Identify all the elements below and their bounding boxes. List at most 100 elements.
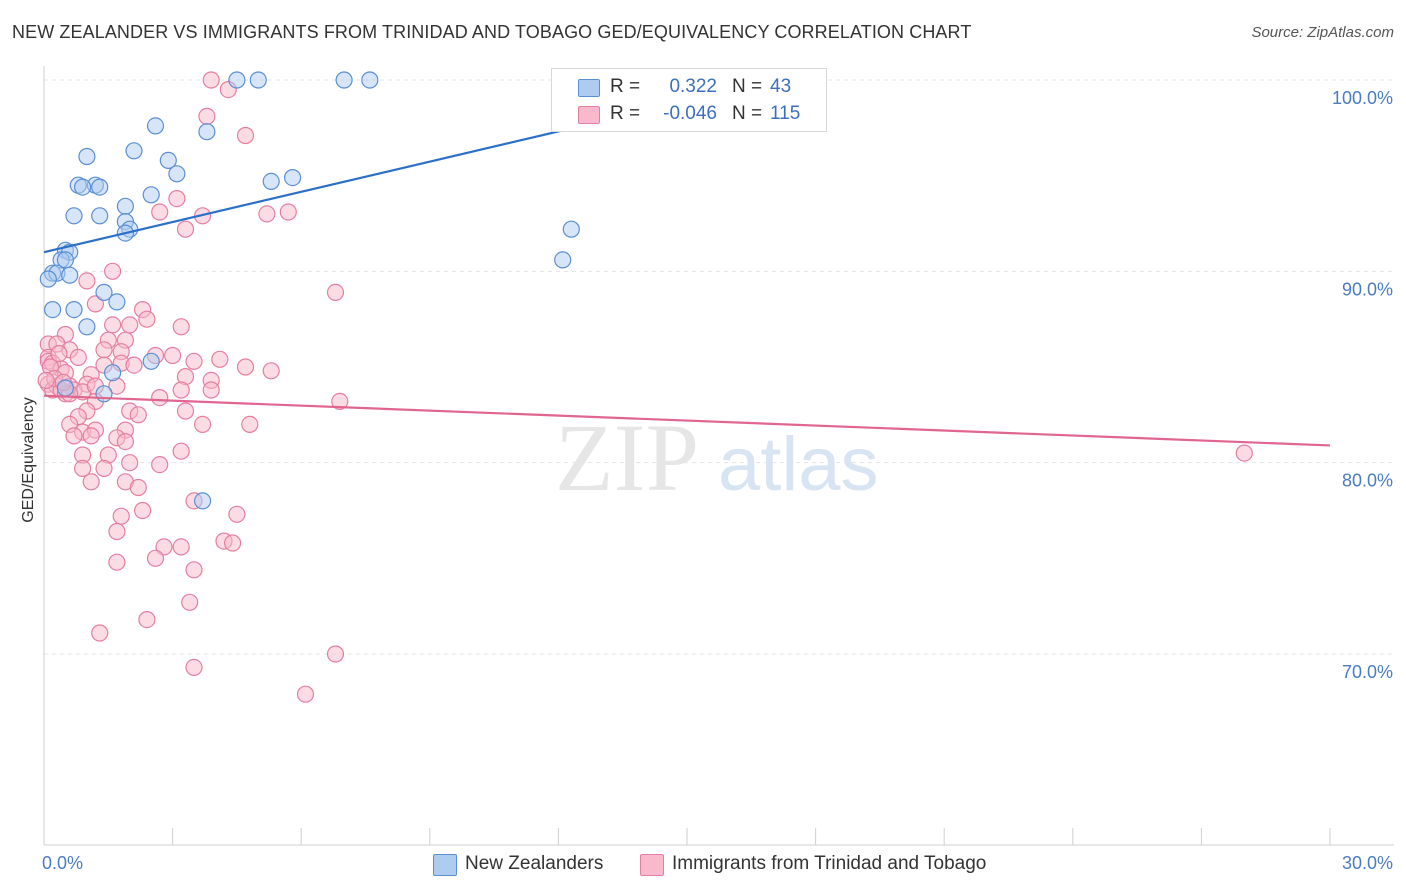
point-trinidad (69, 348, 87, 366)
point-new-zealanders (91, 178, 109, 196)
point-new-zealanders (284, 169, 302, 187)
point-trinidad (185, 658, 203, 677)
point-trinidad (331, 392, 349, 410)
point-trinidad (151, 389, 169, 407)
point-trinidad (129, 478, 147, 497)
legend-row-trinidad: R = -0.046 N = 115 (552, 100, 826, 128)
legend-label: Immigrants from Trinidad and Tobago (672, 853, 987, 874)
point-new-zealanders (43, 301, 62, 319)
point-trinidad (279, 203, 297, 221)
point-trinidad (125, 356, 143, 374)
point-trinidad (78, 272, 96, 290)
point-trinidad (172, 538, 190, 556)
point-new-zealanders (159, 151, 177, 169)
point-trinidad (185, 352, 203, 370)
point-trinidad (211, 350, 229, 368)
y-axis-title: GED/Equivalency (20, 397, 37, 522)
point-trinidad (258, 205, 276, 223)
legend-r-value: -0.046 (663, 103, 717, 124)
legend-r-label: R = (610, 103, 641, 124)
point-trinidad (326, 283, 345, 301)
point-trinidad (116, 433, 135, 451)
x-tick-label: 0.0% (42, 853, 83, 873)
point-trinidad (82, 427, 100, 445)
y-tick-label: 80.0% (1342, 471, 1393, 491)
point-trinidad (155, 538, 173, 556)
point-trinidad (176, 220, 195, 238)
point-new-zealanders (249, 71, 267, 89)
point-trinidad (185, 561, 203, 579)
point-trinidad (129, 406, 147, 424)
watermark-atlas: atlas (718, 422, 879, 507)
point-trinidad (236, 126, 255, 145)
point-new-zealanders (142, 352, 160, 370)
data-points (37, 71, 1253, 703)
tick-labels: 70.0% 80.0% 90.0% 100.0% 0.0% 30.0% (42, 88, 1393, 873)
point-new-zealanders (103, 364, 122, 382)
point-trinidad (134, 501, 152, 520)
point-trinidad (95, 341, 113, 359)
legend-r-label: R = (610, 76, 641, 97)
point-trinidad (112, 507, 130, 525)
legend-swatch-pink (578, 106, 600, 124)
legend-n-value: 43 (770, 76, 792, 97)
point-trinidad (86, 295, 105, 313)
chart-title: NEW ZEALANDER VS IMMIGRANTS FROM TRINIDA… (12, 22, 972, 42)
point-new-zealanders (95, 283, 113, 301)
point-new-zealanders (108, 293, 126, 311)
point-trinidad (91, 624, 109, 642)
point-trinidad (151, 203, 169, 221)
point-new-zealanders (194, 492, 212, 510)
point-trinidad (241, 415, 259, 433)
point-new-zealanders (198, 123, 216, 141)
point-trinidad (176, 402, 195, 420)
y-tick-label: 100.0% (1332, 88, 1393, 108)
y-tick-label: 90.0% (1342, 279, 1393, 299)
point-new-zealanders (228, 71, 246, 89)
point-trinidad (181, 593, 199, 611)
point-trinidad (65, 427, 83, 445)
point-trinidad (121, 316, 139, 334)
point-trinidad (224, 534, 242, 552)
point-trinidad (202, 71, 220, 89)
point-new-zealanders (65, 301, 83, 319)
point-trinidad (146, 549, 165, 567)
point-trinidad (172, 381, 190, 399)
point-new-zealanders (554, 251, 572, 269)
legend-n-label: N = (732, 103, 763, 124)
point-trinidad (296, 685, 315, 703)
point-new-zealanders (562, 220, 580, 238)
point-trinidad (172, 318, 190, 336)
point-trinidad (121, 454, 139, 472)
legend-n-label: N = (732, 76, 763, 97)
point-new-zealanders (361, 71, 379, 89)
legend-swatch-blue (433, 854, 457, 876)
watermark-zip: ZIP (555, 404, 699, 511)
point-new-zealanders (91, 207, 109, 225)
point-new-zealanders (61, 266, 79, 284)
legend-swatch-pink (640, 854, 664, 876)
point-trinidad (37, 371, 55, 389)
point-trinidad (202, 381, 220, 399)
point-new-zealanders (95, 385, 113, 403)
legend-row-new-zealanders: R = 0.322 N = 43 (552, 73, 826, 101)
legend-swatch-blue (578, 79, 600, 97)
point-trinidad (82, 473, 100, 491)
point-new-zealanders (78, 147, 96, 166)
point-new-zealanders (39, 270, 57, 288)
point-trinidad (326, 645, 345, 663)
point-trinidad (151, 456, 169, 474)
legend-n-value: 115 (770, 103, 801, 124)
point-trinidad (50, 345, 68, 363)
point-new-zealanders (142, 186, 160, 204)
legend-label: New Zealanders (465, 853, 604, 874)
correlation-legend: R = 0.322 N = 43 R = -0.046 N = 115 (551, 68, 827, 132)
point-trinidad (228, 505, 246, 523)
point-trinidad (138, 310, 156, 328)
point-new-zealanders (335, 71, 353, 89)
point-trinidad (108, 522, 126, 541)
point-trinidad (108, 553, 126, 571)
point-new-zealanders (73, 178, 92, 196)
point-trinidad (138, 610, 156, 629)
point-new-zealanders (262, 172, 280, 190)
